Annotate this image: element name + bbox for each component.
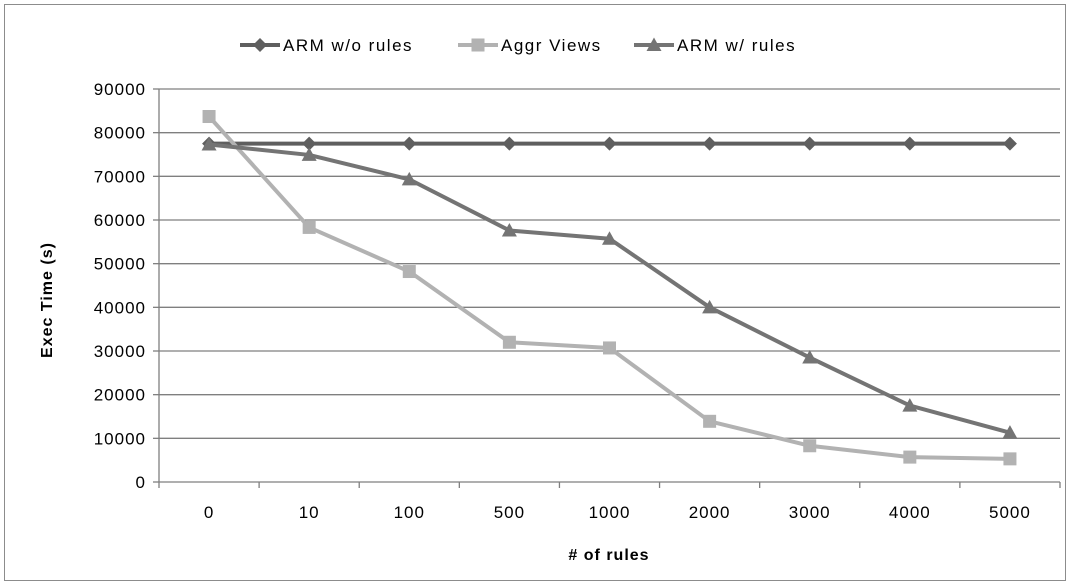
- data-point: [802, 136, 817, 151]
- x-tick-label: 5000: [989, 503, 1031, 522]
- y-tick-label: 10000: [94, 429, 146, 448]
- series-line: [208, 142, 1011, 435]
- data-point: [602, 231, 617, 245]
- legend-marker: [646, 37, 662, 51]
- x-tick-label: 2000: [689, 503, 731, 522]
- legend-label: ARM w/ rules: [677, 36, 796, 55]
- x-tick-label: 1000: [589, 503, 631, 522]
- series-2: [201, 136, 1018, 439]
- y-tick-label: 0: [136, 473, 146, 492]
- legend-label: ARM w/o rules: [283, 36, 413, 55]
- x-tick-label: 100: [394, 503, 425, 522]
- y-tick-label: 50000: [94, 255, 146, 274]
- x-tick-label: 0: [204, 503, 214, 522]
- chart-area: [4, 4, 1066, 581]
- x-axis-title: # of rules: [568, 547, 649, 564]
- data-point: [603, 341, 616, 355]
- y-tick-label: 40000: [94, 298, 146, 317]
- data-point: [902, 136, 917, 151]
- data-point: [803, 439, 817, 453]
- data-point: [501, 222, 517, 237]
- data-point: [301, 147, 317, 161]
- series-line: [207, 115, 1010, 461]
- data-point: [903, 450, 917, 464]
- axes: 0100002000030000400005000060000700008000…: [94, 80, 1061, 522]
- data-point: [502, 136, 517, 151]
- legend-marker: [471, 38, 485, 52]
- y-tick-label: 70000: [94, 167, 146, 186]
- data-point: [502, 335, 516, 349]
- legend-item: ARM w/ rules: [634, 36, 796, 55]
- x-tick-label: 10: [299, 503, 320, 522]
- x-tick-label: 500: [494, 503, 525, 522]
- data-point: [702, 299, 718, 314]
- legend-item: Aggr Views: [458, 36, 602, 55]
- y-tick-label: 80000: [94, 124, 146, 143]
- y-tick-label: 90000: [94, 80, 146, 99]
- data-point: [602, 136, 617, 151]
- data-point: [1003, 452, 1017, 466]
- data-point: [703, 414, 717, 428]
- y-tick-label: 60000: [94, 211, 146, 230]
- legend-marker: [253, 38, 267, 52]
- data-point: [302, 136, 317, 151]
- gridlines: [159, 88, 1060, 439]
- data-point: [1002, 425, 1018, 439]
- data-point: [902, 398, 918, 412]
- series-1: [202, 110, 1017, 466]
- legend-item: ARM w/o rules: [240, 36, 413, 55]
- y-tick-label: 30000: [94, 342, 146, 361]
- data-point: [402, 136, 417, 151]
- legend: ARM w/o rules Aggr Views ARM w/ rules: [240, 36, 796, 55]
- data-point: [201, 136, 217, 151]
- legend-label: Aggr Views: [501, 36, 602, 55]
- y-axis-title: Exec Time (s): [39, 242, 56, 358]
- data-point: [202, 110, 216, 124]
- x-tick-label: 3000: [789, 503, 831, 522]
- data-point: [702, 136, 717, 151]
- data-point: [1002, 136, 1017, 151]
- data-point: [802, 350, 818, 364]
- x-tick-label: 4000: [889, 503, 931, 522]
- series-lines: [201, 110, 1018, 466]
- data-point: [401, 171, 417, 186]
- data-point: [302, 220, 316, 234]
- y-tick-label: 20000: [94, 386, 146, 405]
- data-point: [402, 265, 416, 279]
- series-0: [202, 136, 1017, 151]
